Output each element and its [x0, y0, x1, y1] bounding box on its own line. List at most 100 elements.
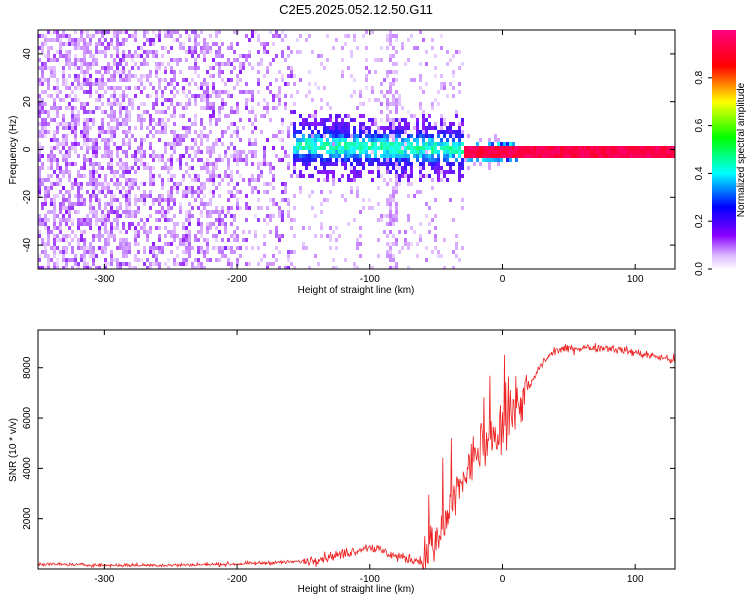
heatmap-cell — [407, 58, 410, 62]
heatmap-cell — [191, 186, 194, 190]
heatmap-cell — [110, 230, 113, 234]
heatmap-cell — [65, 154, 68, 158]
heatmap-cell — [83, 218, 86, 222]
heatmap-cell — [50, 74, 53, 78]
heatmap-cell — [605, 154, 608, 158]
heatmap-cell — [473, 150, 476, 154]
heatmap-cell — [80, 70, 83, 74]
heatmap-cell — [113, 226, 116, 230]
heatmap-cell — [626, 146, 629, 150]
heatmap-cell — [329, 226, 332, 230]
heatmap-cell — [488, 162, 491, 166]
heatmap-cell — [164, 234, 167, 238]
heatmap-cell — [419, 238, 422, 242]
heatmap-cell — [212, 86, 215, 90]
heatmap-cell — [236, 162, 239, 166]
heatmap-cell — [413, 78, 416, 82]
heatmap-cell — [203, 186, 206, 190]
heatmap-cell — [338, 178, 341, 182]
heatmap-cell — [71, 142, 74, 146]
heatmap-cell — [278, 102, 281, 106]
heatmap-cell — [56, 50, 59, 54]
heatmap-cell — [158, 266, 161, 269]
heatmap-cell — [251, 90, 254, 94]
heatmap-cell — [173, 222, 176, 226]
heatmap-cell — [206, 70, 209, 74]
heatmap-cell — [404, 126, 407, 130]
heatmap-cell — [62, 194, 65, 198]
heatmap-cell — [653, 150, 656, 154]
heatmap-cell — [326, 142, 329, 146]
heatmap-cell — [140, 90, 143, 94]
heatmap-cell — [419, 30, 422, 34]
heatmap-cell — [110, 194, 113, 198]
heatmap-cell — [221, 62, 224, 66]
heatmap-cell — [431, 134, 434, 138]
heatmap-cell — [398, 118, 401, 122]
heatmap-cell — [86, 246, 89, 250]
heatmap-cell — [92, 62, 95, 66]
heatmap-cell — [143, 102, 146, 106]
heatmap-cell — [140, 126, 143, 130]
heatmap-cell — [269, 218, 272, 222]
heatmap-cell — [269, 262, 272, 266]
heatmap-cell — [416, 122, 419, 126]
heatmap-cell — [599, 154, 602, 158]
heatmap-cell — [203, 54, 206, 58]
heatmap-cell — [62, 238, 65, 242]
heatmap-cell — [38, 258, 41, 262]
heatmap-cell — [65, 198, 68, 202]
heatmap-cell — [332, 122, 335, 126]
heatmap-cell — [371, 138, 374, 142]
heatmap-cell — [401, 158, 404, 162]
heatmap-cell — [86, 78, 89, 82]
heatmap-cell — [56, 94, 59, 98]
heatmap-cell — [236, 134, 239, 138]
heatmap-cell — [596, 150, 599, 154]
heatmap-cell — [482, 146, 485, 150]
heatmap-cell — [104, 222, 107, 226]
heatmap-cell — [401, 150, 404, 154]
heatmap-cell — [656, 150, 659, 154]
heatmap-cell — [158, 202, 161, 206]
heatmap-cell — [86, 158, 89, 162]
heatmap-cell — [44, 254, 47, 258]
heatmap-cell — [332, 174, 335, 178]
heatmap-cell — [149, 38, 152, 42]
heatmap-cell — [446, 158, 449, 162]
heatmap-cell — [332, 126, 335, 130]
heatmap-cell — [320, 162, 323, 166]
heatmap-cell — [335, 130, 338, 134]
heatmap-cell — [113, 90, 116, 94]
heatmap-cell — [119, 58, 122, 62]
heatmap-cell — [503, 154, 506, 158]
heatmap-cell — [422, 134, 425, 138]
heatmap-cell — [143, 262, 146, 266]
heatmap-cell — [50, 150, 53, 154]
heatmap-cell — [377, 166, 380, 170]
heatmap-cell — [149, 50, 152, 54]
heatmap-cell — [440, 170, 443, 174]
heatmap-cell — [467, 158, 470, 162]
heatmap-cell — [215, 166, 218, 170]
heatmap-cell — [41, 266, 44, 269]
heatmap-cell — [206, 238, 209, 242]
heatmap-cell — [62, 234, 65, 238]
heatmap-cell — [350, 142, 353, 146]
heatmap-cell — [401, 138, 404, 142]
heatmap-cell — [365, 74, 368, 78]
heatmap-cell — [65, 218, 68, 222]
heatmap-cell — [242, 90, 245, 94]
heatmap-cell — [557, 146, 560, 150]
heatmap-cell — [95, 214, 98, 218]
heatmap-cell — [302, 118, 305, 122]
heatmap-cell — [353, 142, 356, 146]
heatmap-cell — [212, 166, 215, 170]
heatmap-cell — [392, 134, 395, 138]
heatmap-cell — [56, 122, 59, 126]
heatmap-cell — [161, 118, 164, 122]
heatmap-cell — [239, 54, 242, 58]
heatmap-cell — [143, 190, 146, 194]
heatmap-cell — [200, 222, 203, 226]
heatmap-cell — [173, 174, 176, 178]
